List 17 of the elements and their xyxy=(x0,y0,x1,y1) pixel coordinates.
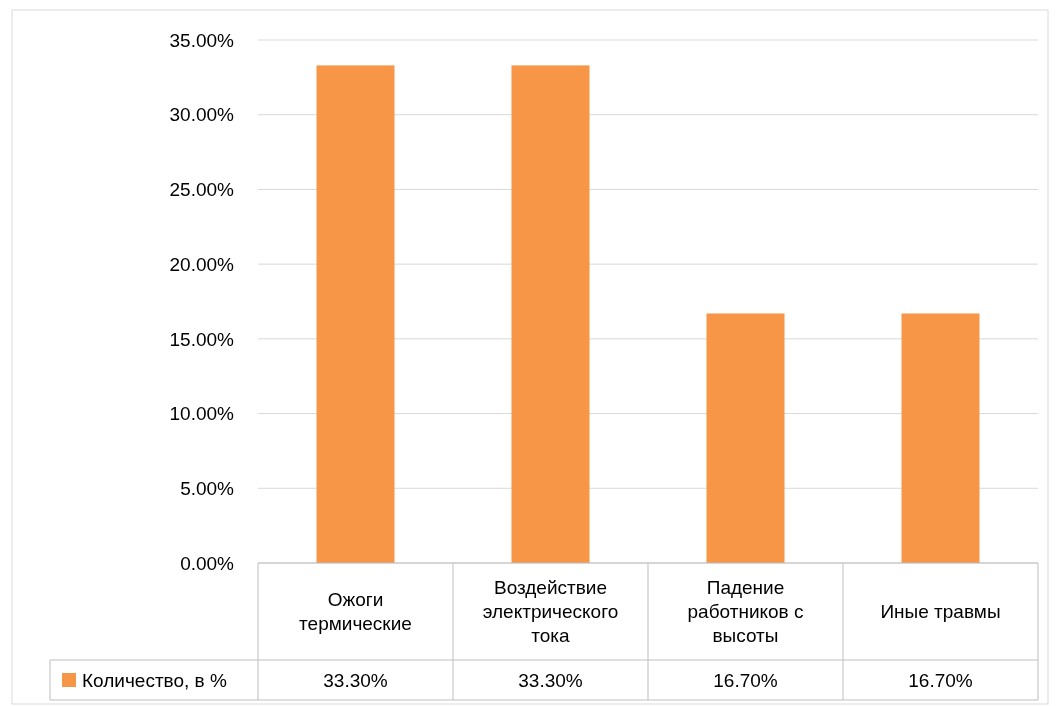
x-tick-label: Ожоги термические xyxy=(299,589,412,635)
data-label: 33.30% xyxy=(323,669,388,691)
y-tick-label: 15.00% xyxy=(169,328,235,350)
y-tick-label: 25.00% xyxy=(169,179,235,201)
y-tick-label: 30.00% xyxy=(169,104,235,126)
y-tick-label: 10.00% xyxy=(169,403,235,425)
y-tick-label: 5.00% xyxy=(180,477,235,499)
x-tick-label: Иные травмы xyxy=(880,601,1001,623)
data-label: 16.70% xyxy=(908,669,973,691)
y-tick-label: 35.00% xyxy=(169,29,235,51)
data-label: 16.70% xyxy=(713,669,778,691)
x-tick-label: Падение работников с высоты xyxy=(687,577,804,647)
y-tick-label: 20.00% xyxy=(169,253,235,275)
legend-label: Количество, в % xyxy=(82,669,227,691)
x-tick-label: Воздействие электрического тока xyxy=(482,577,619,647)
data-label: 33.30% xyxy=(518,669,583,691)
y-tick-label: 0.00% xyxy=(180,552,235,574)
